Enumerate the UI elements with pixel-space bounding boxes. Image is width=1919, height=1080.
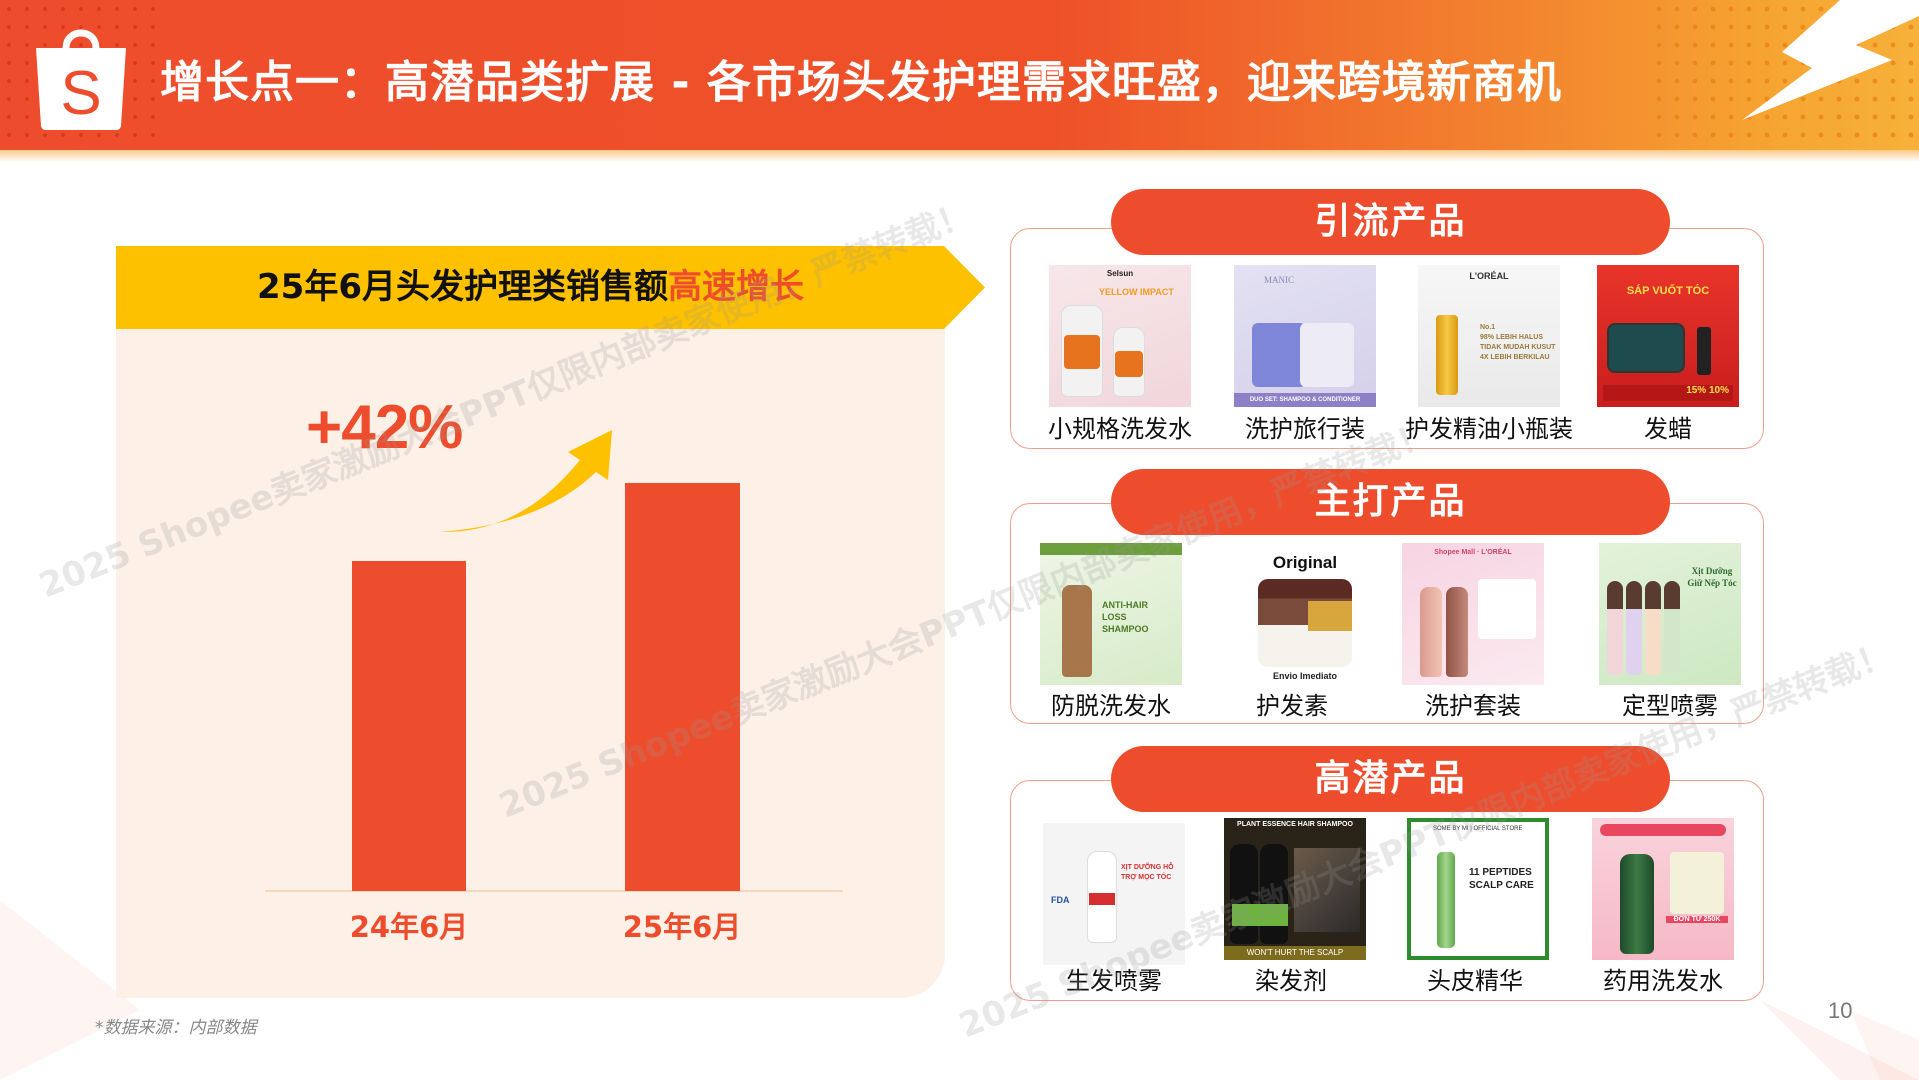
hair-growth-spray-image: XỊT DƯỠNG HỖ TRỢ MỌC TÓC FDA (1043, 823, 1185, 965)
sales-chart-panel (116, 246, 945, 998)
selsun-shampoo-image: Selsun YELLOW IMPACT (1049, 265, 1191, 407)
bar-24-jun (352, 561, 466, 891)
growth-percentage: +42% (306, 393, 463, 462)
loreal-hair-oil-image: L'ORÉAL No.1 98% LEBIH HALUS TIDAK MUDAH K… (1418, 265, 1560, 407)
product-label: 护发精油小瓶装 (1405, 415, 1573, 443)
product-label: 生发喷雾 (1066, 967, 1162, 995)
chart-title-highlight: 高速增长 (667, 267, 804, 307)
growth-arrow-icon (440, 430, 612, 533)
product-label: 护发素 (1256, 692, 1328, 720)
product-label: 防脱洗发水 (1051, 692, 1171, 720)
product-label: 洗护旅行装 (1245, 415, 1365, 443)
svg-text:S: S (60, 59, 101, 128)
manic-duo-set-image: MANIC DUO SET: SHAMPOO & CONDITIONER (1234, 265, 1376, 407)
header-underline-strip (0, 150, 1919, 162)
medicated-shampoo-image: ĐƠN TỪ 250K (1592, 818, 1734, 960)
banner-arrow-shape (116, 246, 985, 329)
x-tick-label-25-jun: 25年6月 (622, 910, 742, 944)
data-source-note: *数据来源：内部数据 (95, 1018, 257, 1038)
product-label: 染发剂 (1255, 967, 1327, 995)
group-title-core-products: 主打产品 (1111, 469, 1670, 535)
page-number: 10 (1828, 998, 1853, 1023)
shopee-bag-icon: S (36, 29, 126, 130)
chart-title-banner: 25年6月头发护理类销售额高速增长 (116, 246, 986, 329)
group-title-traffic-products: 引流产品 (1111, 189, 1670, 255)
loreal-shampoo-set-image: Shopee Mall · L'ORÉAL (1402, 543, 1544, 685)
product-label: 发蜡 (1644, 415, 1692, 443)
product-label: 药用洗发水 (1603, 967, 1723, 995)
x-tick-label-24-jun: 24年6月 (349, 910, 469, 944)
product-label: 定型喷雾 (1622, 692, 1718, 720)
anti-hair-loss-shampoo-image: ANTI-HAIR LOSS SHAMPOO (1040, 543, 1182, 685)
styling-spray-image: Xịt Dưỡng Giữ Nếp Tóc (1599, 543, 1741, 685)
lightning-bolt-icon (1742, 0, 1919, 120)
chart-title: 25年6月头发护理类销售额高速增长 (116, 246, 945, 329)
page-title: 增长点一：高潜品类扩展 - 各市场头发护理需求旺盛，迎来跨境新商机 (160, 57, 1562, 108)
chart-title-prefix: 25年6月头发护理类销售额 (257, 267, 668, 307)
scalp-serum-image: SOME BY MI | OFFICIAL STORE 11 PEPTIDES … (1407, 818, 1549, 960)
group-title-potential-products: 高潜产品 (1111, 746, 1670, 812)
hair-dye-shampoo-image: PLANT ESSENCE HAIR SHAMPOO WON'T HURT TH… (1224, 818, 1366, 960)
bar-25-jun (625, 483, 740, 891)
product-label: 小规格洗发水 (1048, 415, 1192, 443)
hair-wax-sale-image: SÁP VUỐT TÓC 15% 10% (1597, 265, 1739, 407)
product-label: 头皮精华 (1427, 967, 1523, 995)
chart-x-axis (265, 890, 843, 892)
product-label: 洗护套装 (1425, 692, 1521, 720)
header-bar: S 增长点一：高潜品类扩展 - 各市场头发护理需求旺盛，迎来跨境新商机 (0, 0, 1919, 150)
karseell-collagen-image: Original Envio Imediato (1234, 543, 1376, 685)
